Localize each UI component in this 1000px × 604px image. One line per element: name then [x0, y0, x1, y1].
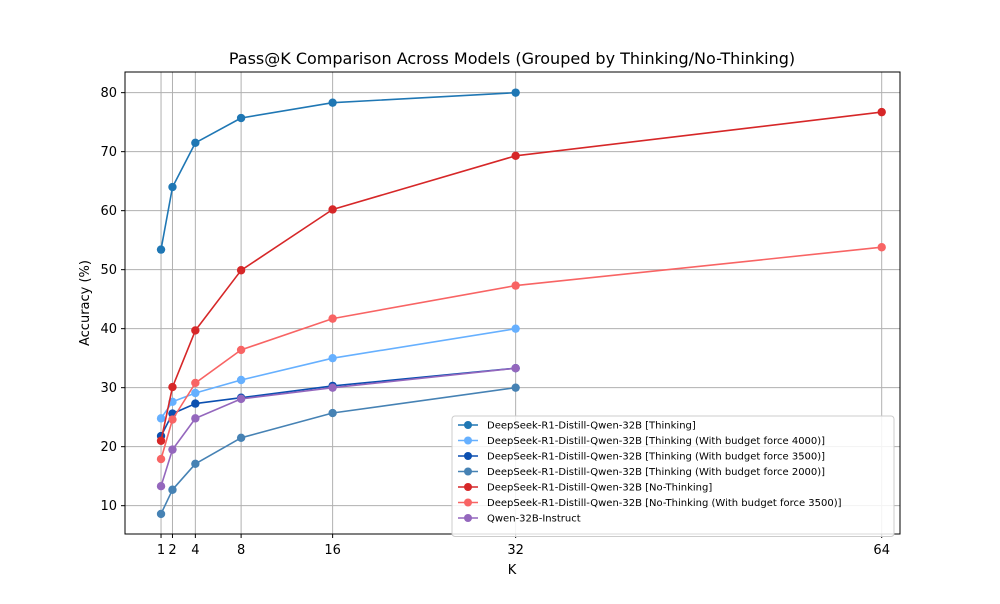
y-tick-label: 40 [100, 322, 117, 337]
series-6 [156, 243, 886, 464]
data-point [328, 408, 337, 418]
data-point [191, 388, 200, 398]
series-1 [156, 88, 520, 254]
y-axis: 10 20 30 40 50 60 70 80 [100, 86, 125, 514]
legend-item: Qwen-32B-Instruct [458, 514, 581, 525]
legend-item: DeepSeek-R1-Distill-Qwen-32B [Thinking (… [458, 452, 825, 463]
data-point [328, 353, 337, 363]
data-point [191, 326, 200, 335]
series-layer [156, 88, 886, 519]
legend-item: DeepSeek-R1-Distill-Qwen-32B [No-Thinkin… [458, 498, 842, 509]
legend-label: DeepSeek-R1-Distill-Qwen-32B [Thinking (… [487, 452, 825, 463]
data-point [511, 151, 520, 160]
data-point [191, 459, 200, 468]
data-point [191, 399, 200, 408]
data-point [511, 324, 520, 333]
y-tick-label: 30 [100, 381, 117, 396]
chart-title: Pass@K Comparison Across Models (Grouped… [229, 49, 795, 68]
y-tick-label: 70 [100, 145, 117, 160]
x-tick-label: 8 [237, 543, 245, 558]
data-point [236, 345, 246, 355]
legend-label: DeepSeek-R1-Distill-Qwen-32B [No-Thinkin… [487, 483, 712, 494]
data-point [328, 205, 337, 214]
legend-label: DeepSeek-R1-Distill-Qwen-32B [Thinking (… [487, 436, 825, 447]
legend-label: Qwen-32B-Instruct [487, 514, 581, 525]
data-point [511, 281, 520, 290]
y-axis-label: Accuracy (%) [78, 260, 93, 346]
data-point [168, 182, 177, 192]
legend-swatch-marker [464, 514, 472, 522]
legend-label: DeepSeek-R1-Distill-Qwen-32B [No-Thinkin… [487, 498, 842, 509]
legend-item: DeepSeek-R1-Distill-Qwen-32B [Thinking (… [458, 467, 825, 478]
data-point [156, 414, 166, 423]
legend-label: DeepSeek-R1-Distill-Qwen-32B [Thinking (… [487, 467, 825, 478]
x-axis: 1 2 4 8 16 32 64 [157, 534, 890, 558]
data-point [328, 314, 337, 323]
legend-swatch-marker [464, 498, 472, 507]
legend-box [451, 415, 895, 537]
y-tick-label: 20 [100, 440, 117, 455]
series-7 [156, 363, 520, 491]
data-point [156, 245, 166, 254]
data-point [511, 363, 520, 373]
legend-label: DeepSeek-R1-Distill-Qwen-32B [Thinking] [487, 421, 696, 432]
x-tick-label: 64 [873, 543, 890, 558]
data-point [156, 454, 166, 464]
x-tick-label: 32 [507, 543, 524, 558]
x-axis-label: K [508, 563, 517, 578]
data-point [156, 436, 166, 445]
data-point [156, 509, 166, 519]
data-point [191, 414, 200, 423]
series-2 [156, 324, 520, 423]
series-4 [156, 383, 520, 519]
y-tick-label: 50 [100, 263, 117, 278]
data-point [236, 266, 246, 275]
data-point [168, 445, 177, 454]
y-tick-label: 60 [100, 204, 117, 219]
legend-item: DeepSeek-R1-Distill-Qwen-32B [Thinking (… [458, 436, 825, 447]
data-point [168, 485, 177, 494]
data-point [168, 382, 177, 392]
legend-item: DeepSeek-R1-Distill-Qwen-32B [No-Thinkin… [458, 483, 712, 494]
x-tick-label: 4 [191, 543, 199, 558]
series-line [160, 111, 882, 441]
legend: DeepSeek-R1-Distill-Qwen-32B [Thinking] D… [451, 415, 895, 537]
y-tick-label: 80 [100, 86, 117, 101]
legend-swatch-marker [464, 467, 472, 476]
series-5 [156, 107, 886, 445]
data-point [191, 138, 200, 148]
series-line [160, 386, 516, 515]
data-point [236, 433, 246, 443]
legend-swatch-marker [464, 421, 472, 429]
data-point [877, 243, 886, 252]
x-tick-label: 2 [168, 543, 176, 558]
grid [125, 72, 900, 534]
data-point [511, 383, 520, 392]
x-tick-label: 1 [157, 543, 165, 558]
x-tick-label: 16 [324, 543, 341, 558]
data-point [511, 88, 520, 97]
data-point [168, 415, 177, 424]
data-point [328, 383, 337, 392]
legend-swatch-marker [464, 452, 472, 460]
series-line [160, 367, 516, 487]
legend-item: DeepSeek-R1-Distill-Qwen-32B [Thinking] [458, 421, 696, 432]
data-point [156, 482, 166, 491]
data-point [236, 113, 246, 123]
data-point [877, 107, 886, 117]
y-tick-label: 10 [100, 499, 117, 514]
data-point [236, 375, 246, 385]
legend-swatch-marker [464, 483, 472, 491]
data-point [191, 378, 200, 388]
data-point [236, 394, 246, 404]
legend-swatch-marker [464, 436, 472, 445]
data-point [328, 98, 337, 107]
series-line [160, 91, 516, 250]
